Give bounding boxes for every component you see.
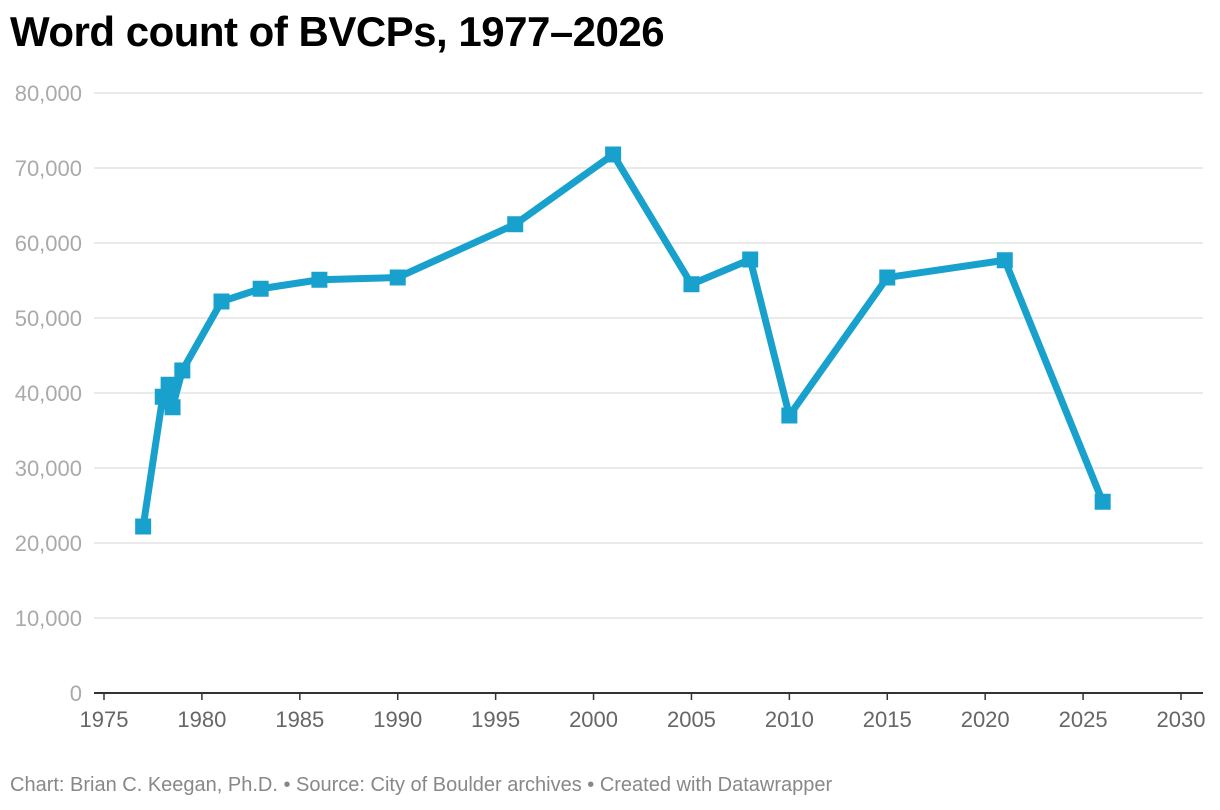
x-tick-label: 1980 <box>177 707 226 732</box>
chart-title: Word count of BVCPs, 1977–2026 <box>10 8 665 55</box>
data-point[interactable] <box>160 376 177 393</box>
data-point[interactable] <box>164 399 181 416</box>
data-point[interactable] <box>605 146 622 163</box>
data-point[interactable] <box>781 407 798 424</box>
series-word-count <box>135 146 1111 535</box>
x-tick-label: 2010 <box>765 707 814 732</box>
x-axis-tick-labels: 1975 1980 1985 1990 1995 2000 2005 2010 2015 2020… <box>80 707 1206 732</box>
x-tick-label: 2000 <box>569 707 618 732</box>
data-point[interactable] <box>683 276 700 293</box>
data-point[interactable] <box>742 251 759 268</box>
y-tick-label: 40,000 <box>15 381 82 406</box>
data-point[interactable] <box>174 362 191 379</box>
x-tick-label: 1995 <box>471 707 520 732</box>
y-tick-label: 60,000 <box>15 231 82 256</box>
data-point[interactable] <box>507 216 524 233</box>
x-tick-label: 1990 <box>373 707 422 732</box>
x-tick-label: 2030 <box>1157 707 1206 732</box>
x-axis <box>94 692 1203 700</box>
data-point[interactable] <box>996 252 1013 269</box>
y-tick-label: 50,000 <box>15 306 82 331</box>
data-point[interactable] <box>389 269 406 286</box>
x-tick-label: 1975 <box>80 707 129 732</box>
data-point[interactable] <box>311 271 328 288</box>
y-tick-label: 20,000 <box>15 531 82 556</box>
y-tick-label: 0 <box>70 681 82 706</box>
data-point[interactable] <box>213 293 230 310</box>
gridlines <box>94 92 1203 619</box>
data-point[interactable] <box>135 518 152 535</box>
chart-footer-credits: Chart: Brian C. Keegan, Ph.D. • Source: … <box>10 774 833 796</box>
data-point[interactable] <box>879 269 896 286</box>
x-tick-label: 2005 <box>667 707 716 732</box>
line-chart: 0 10,000 20,000 30,000 40,000 50,000 60,000 70,… <box>15 81 1206 732</box>
x-tick-label: 2015 <box>863 707 912 732</box>
series-line <box>139 151 1107 530</box>
x-tick-label: 1985 <box>275 707 324 732</box>
y-tick-label: 70,000 <box>15 156 82 181</box>
y-axis-tick-labels: 0 10,000 20,000 30,000 40,000 50,000 60,000 70,… <box>15 81 82 706</box>
y-tick-label: 10,000 <box>15 606 82 631</box>
y-tick-label: 30,000 <box>15 456 82 481</box>
x-tick-label: 2025 <box>1059 707 1108 732</box>
x-tick-label: 2020 <box>961 707 1010 732</box>
data-point[interactable] <box>252 280 269 297</box>
y-tick-label: 80,000 <box>15 81 82 106</box>
data-point[interactable] <box>1094 493 1111 510</box>
